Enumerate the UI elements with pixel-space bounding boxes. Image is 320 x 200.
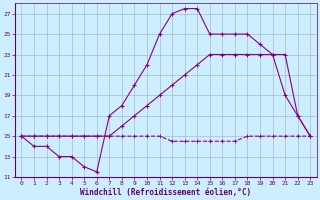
X-axis label: Windchill (Refroidissement éolien,°C): Windchill (Refroidissement éolien,°C) [80,188,252,197]
